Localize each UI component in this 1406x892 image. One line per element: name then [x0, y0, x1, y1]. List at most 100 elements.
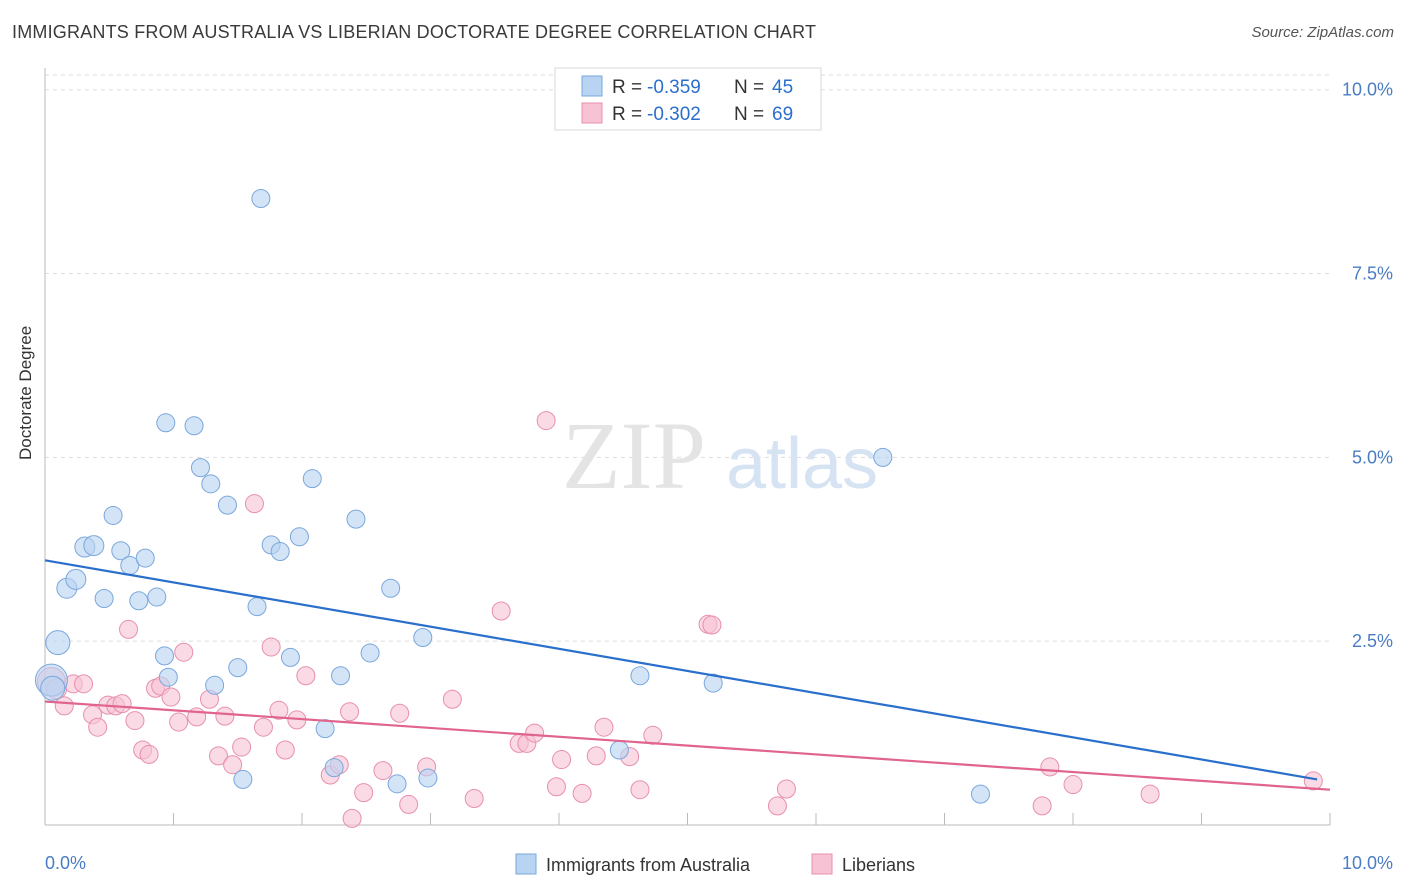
- grid-lines: [45, 74, 1330, 642]
- point-australia: [331, 666, 351, 686]
- point-liberians: [390, 703, 410, 723]
- point-liberians: [208, 746, 228, 766]
- legend-r-label-2: R =: [612, 104, 642, 125]
- point-australia: [83, 535, 105, 557]
- point-australia: [703, 673, 723, 693]
- point-liberians: [525, 723, 545, 743]
- trend-line-australia: [44, 559, 1318, 781]
- point-liberians: [1063, 775, 1083, 795]
- point-australia: [190, 458, 210, 478]
- point-australia: [289, 527, 309, 547]
- point-liberians: [340, 702, 360, 722]
- point-liberians: [1140, 784, 1160, 804]
- point-liberians: [630, 780, 650, 800]
- point-australia: [94, 589, 114, 609]
- point-australia: [873, 447, 893, 467]
- x-tick-label-start: 0.0%: [45, 853, 86, 873]
- point-australia: [630, 666, 650, 686]
- point-australia: [45, 630, 71, 656]
- legend-n-label-2: N =: [734, 104, 764, 125]
- trend-line-liberians: [44, 700, 1331, 791]
- point-liberians: [546, 777, 566, 797]
- watermark-atlas: atlas: [726, 424, 878, 504]
- point-liberians: [244, 494, 264, 514]
- axes: [44, 68, 1331, 826]
- y-tick-label: 10.0%: [1342, 80, 1393, 100]
- point-australia: [360, 643, 380, 663]
- point-liberians: [54, 696, 74, 716]
- point-australia: [324, 758, 344, 778]
- bottom-legend-swatch-australia: [515, 853, 537, 875]
- point-australia: [251, 189, 271, 209]
- point-liberians: [572, 783, 592, 803]
- watermark-zip: ZIP: [562, 402, 706, 509]
- point-liberians: [702, 615, 722, 635]
- point-liberians: [491, 601, 511, 621]
- legend-r-value-2: -0.302: [647, 104, 701, 125]
- tick-labels: 2.5% 5.0% 7.5% 10.0% 0.0% 10.0%: [45, 80, 1393, 873]
- point-liberians: [594, 717, 614, 737]
- point-australia: [129, 591, 149, 611]
- x-tick-label-end: 10.0%: [1342, 853, 1393, 873]
- point-liberians: [269, 700, 289, 720]
- legend-swatch-australia: [581, 75, 603, 97]
- point-australia: [280, 647, 300, 667]
- source-label: Source: ZipAtlas.com: [1251, 24, 1394, 41]
- legend-n-label-1: N =: [734, 77, 764, 98]
- y-tick-label: 7.5%: [1352, 264, 1393, 284]
- point-australia: [217, 495, 237, 515]
- point-liberians: [174, 642, 194, 662]
- point-australia: [158, 667, 178, 687]
- point-australia: [65, 568, 87, 590]
- point-liberians: [112, 694, 132, 714]
- point-liberians: [88, 717, 108, 737]
- point-liberians: [223, 755, 243, 775]
- point-australia: [233, 769, 253, 789]
- trend-lines: [44, 559, 1331, 791]
- point-australia: [228, 658, 248, 678]
- point-liberians: [261, 637, 281, 657]
- legend: R = -0.359 N = 45 R = -0.302 N = 69: [554, 67, 822, 131]
- point-australia: [40, 675, 66, 701]
- point-liberians: [74, 674, 94, 694]
- legend-r-value-1: -0.359: [647, 77, 701, 98]
- point-liberians: [253, 717, 273, 737]
- bottom-legend-label-australia: Immigrants from Australia: [546, 855, 751, 875]
- point-liberians: [232, 737, 252, 757]
- point-australia: [315, 719, 335, 739]
- bottom-legend-swatch-liberians: [811, 853, 833, 875]
- point-liberians: [342, 808, 362, 828]
- y-tick-label: 5.0%: [1352, 447, 1393, 467]
- point-liberians: [215, 706, 235, 726]
- y-tick-label: 2.5%: [1352, 631, 1393, 651]
- point-australia: [413, 628, 433, 647]
- point-australia: [156, 413, 176, 433]
- point-liberians: [586, 746, 606, 766]
- point-australia: [184, 416, 204, 436]
- point-liberians: [275, 740, 295, 760]
- point-australia: [381, 578, 401, 598]
- bottom-legend: Immigrants from Australia Liberians: [515, 853, 915, 875]
- point-liberians: [296, 666, 316, 686]
- point-australia: [418, 768, 438, 788]
- point-liberians: [767, 796, 787, 816]
- point-australia: [346, 509, 366, 529]
- legend-r-label-1: R =: [612, 77, 642, 98]
- legend-swatch-liberians: [581, 102, 603, 124]
- point-liberians: [1032, 796, 1052, 816]
- point-australia: [270, 541, 290, 561]
- point-liberians: [552, 750, 572, 770]
- point-liberians: [536, 411, 556, 431]
- chart-title: IMMIGRANTS FROM AUSTRALIA VS LIBERIAN DO…: [12, 22, 817, 42]
- point-liberians: [125, 711, 145, 731]
- point-liberians: [161, 687, 181, 707]
- point-liberians: [119, 619, 139, 639]
- watermark: ZIP atlas: [562, 402, 878, 509]
- point-australia: [970, 784, 990, 804]
- point-australia: [155, 646, 175, 666]
- point-australia: [111, 541, 131, 561]
- legend-n-value-2: 69: [772, 104, 793, 125]
- point-australia: [387, 774, 407, 794]
- point-australia: [103, 505, 123, 525]
- point-australia: [205, 675, 225, 695]
